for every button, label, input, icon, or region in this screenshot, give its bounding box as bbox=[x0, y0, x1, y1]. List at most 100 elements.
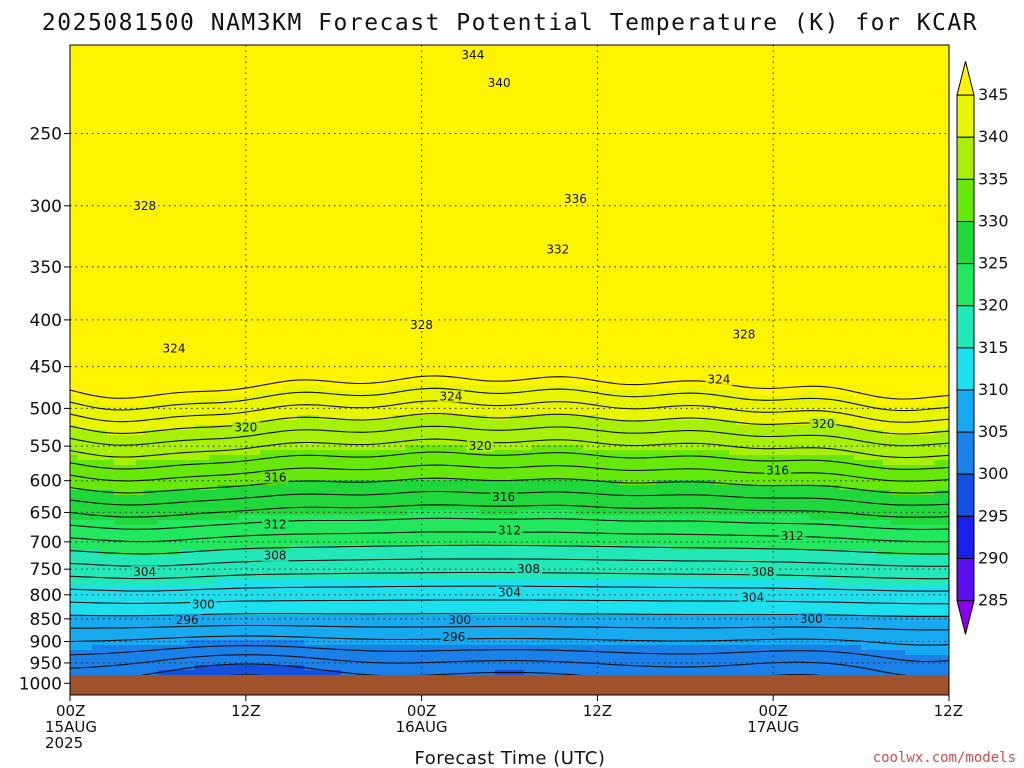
heatmap-cell bbox=[817, 240, 826, 246]
heatmap-cell bbox=[846, 235, 855, 241]
heatmap-cell bbox=[641, 175, 650, 181]
heatmap-cell bbox=[531, 200, 540, 206]
heatmap-cell bbox=[802, 55, 811, 61]
heatmap-cell bbox=[370, 180, 379, 186]
heatmap-cell bbox=[392, 130, 401, 136]
heatmap-cell bbox=[780, 210, 789, 216]
heatmap-cell bbox=[304, 125, 313, 131]
heatmap-cell bbox=[333, 120, 342, 126]
heatmap-cell bbox=[509, 120, 518, 126]
heatmap-cell bbox=[201, 125, 210, 131]
heatmap-cell bbox=[743, 140, 752, 146]
heatmap-cell bbox=[209, 235, 218, 241]
heatmap-cell bbox=[553, 85, 562, 91]
heatmap-cell bbox=[612, 100, 620, 106]
heatmap-cell bbox=[209, 250, 218, 256]
heatmap-cell bbox=[421, 225, 430, 231]
heatmap-cell bbox=[897, 80, 906, 86]
heatmap-cell bbox=[648, 120, 657, 126]
heatmap-cell bbox=[560, 85, 569, 91]
heatmap-cell bbox=[597, 100, 606, 106]
heatmap-cell bbox=[428, 60, 437, 66]
heatmap-cell bbox=[341, 75, 349, 81]
heatmap-cell bbox=[77, 80, 86, 86]
heatmap-cell bbox=[641, 45, 650, 51]
heatmap-cell bbox=[692, 240, 701, 246]
heatmap-cell bbox=[253, 235, 262, 241]
heatmap-cell bbox=[113, 75, 122, 81]
heatmap-cell bbox=[817, 220, 826, 226]
heatmap-cell bbox=[245, 245, 254, 251]
heatmap-cell bbox=[297, 105, 305, 111]
heatmap-cell bbox=[443, 245, 452, 251]
heatmap-cell bbox=[641, 95, 650, 101]
heatmap-cell bbox=[670, 200, 679, 206]
heatmap-cell bbox=[919, 105, 928, 111]
heatmap-cell bbox=[201, 65, 210, 71]
heatmap-cell bbox=[641, 155, 650, 161]
heatmap-cell bbox=[502, 230, 511, 236]
heatmap-cell bbox=[685, 150, 694, 156]
heatmap-cell bbox=[524, 105, 533, 111]
heatmap-cell bbox=[875, 140, 884, 146]
heatmap-cell bbox=[275, 205, 284, 211]
heatmap-cell bbox=[758, 155, 767, 161]
heatmap-cell bbox=[450, 125, 459, 131]
heatmap-cell bbox=[231, 150, 240, 156]
heatmap-cell bbox=[70, 240, 78, 246]
heatmap-cell bbox=[121, 120, 130, 126]
heatmap-cell bbox=[795, 70, 804, 76]
heatmap-cell bbox=[348, 205, 357, 211]
heatmap-cell bbox=[326, 75, 335, 81]
heatmap-cell bbox=[758, 195, 767, 201]
heatmap-cell bbox=[780, 75, 789, 81]
heatmap-cell bbox=[84, 110, 93, 116]
heatmap-cell bbox=[370, 160, 379, 166]
heatmap-cell bbox=[648, 130, 657, 136]
heatmap-cell bbox=[245, 100, 254, 106]
heatmap-cell bbox=[502, 235, 511, 241]
heatmap-cell bbox=[165, 150, 174, 156]
heatmap-cell bbox=[590, 180, 598, 186]
heatmap-cell bbox=[216, 165, 225, 171]
heatmap-cell bbox=[150, 240, 159, 246]
heatmap-cell bbox=[809, 200, 818, 206]
heatmap-cell bbox=[384, 60, 393, 66]
heatmap-cell bbox=[765, 220, 774, 226]
heatmap-cell bbox=[560, 230, 569, 236]
heatmap-cell bbox=[575, 105, 584, 111]
heatmap-cell bbox=[113, 80, 122, 86]
heatmap-cell bbox=[399, 45, 408, 51]
heatmap-cell bbox=[509, 70, 518, 76]
heatmap-cell bbox=[817, 50, 826, 56]
heatmap-cell bbox=[831, 180, 840, 186]
heatmap-cell bbox=[934, 230, 943, 236]
heatmap-cell bbox=[326, 210, 335, 216]
heatmap-cell bbox=[875, 210, 884, 216]
heatmap-cell bbox=[326, 250, 335, 256]
heatmap-cell bbox=[150, 230, 159, 236]
heatmap-cell bbox=[875, 70, 884, 76]
heatmap-cell bbox=[99, 195, 108, 201]
heatmap-cell bbox=[802, 160, 811, 166]
heatmap-cell bbox=[421, 240, 430, 246]
heatmap-cell bbox=[890, 240, 899, 246]
heatmap-cell bbox=[99, 220, 108, 226]
heatmap-cell bbox=[363, 155, 371, 161]
heatmap-cell bbox=[758, 160, 767, 166]
heatmap-cell bbox=[831, 175, 840, 181]
heatmap-cell bbox=[875, 90, 884, 96]
heatmap-cell bbox=[245, 230, 254, 236]
heatmap-cell bbox=[743, 95, 752, 101]
heatmap-cell bbox=[582, 50, 591, 56]
heatmap-cell bbox=[641, 80, 650, 86]
heatmap-cell bbox=[692, 235, 701, 241]
heatmap-cell bbox=[165, 115, 174, 121]
heatmap-cell bbox=[465, 80, 474, 86]
heatmap-cell bbox=[99, 205, 108, 211]
heatmap-cell bbox=[223, 170, 232, 176]
heatmap-cell bbox=[245, 130, 254, 136]
heatmap-cell bbox=[172, 60, 181, 66]
heatmap-cell bbox=[590, 175, 598, 181]
heatmap-cell bbox=[377, 210, 386, 216]
